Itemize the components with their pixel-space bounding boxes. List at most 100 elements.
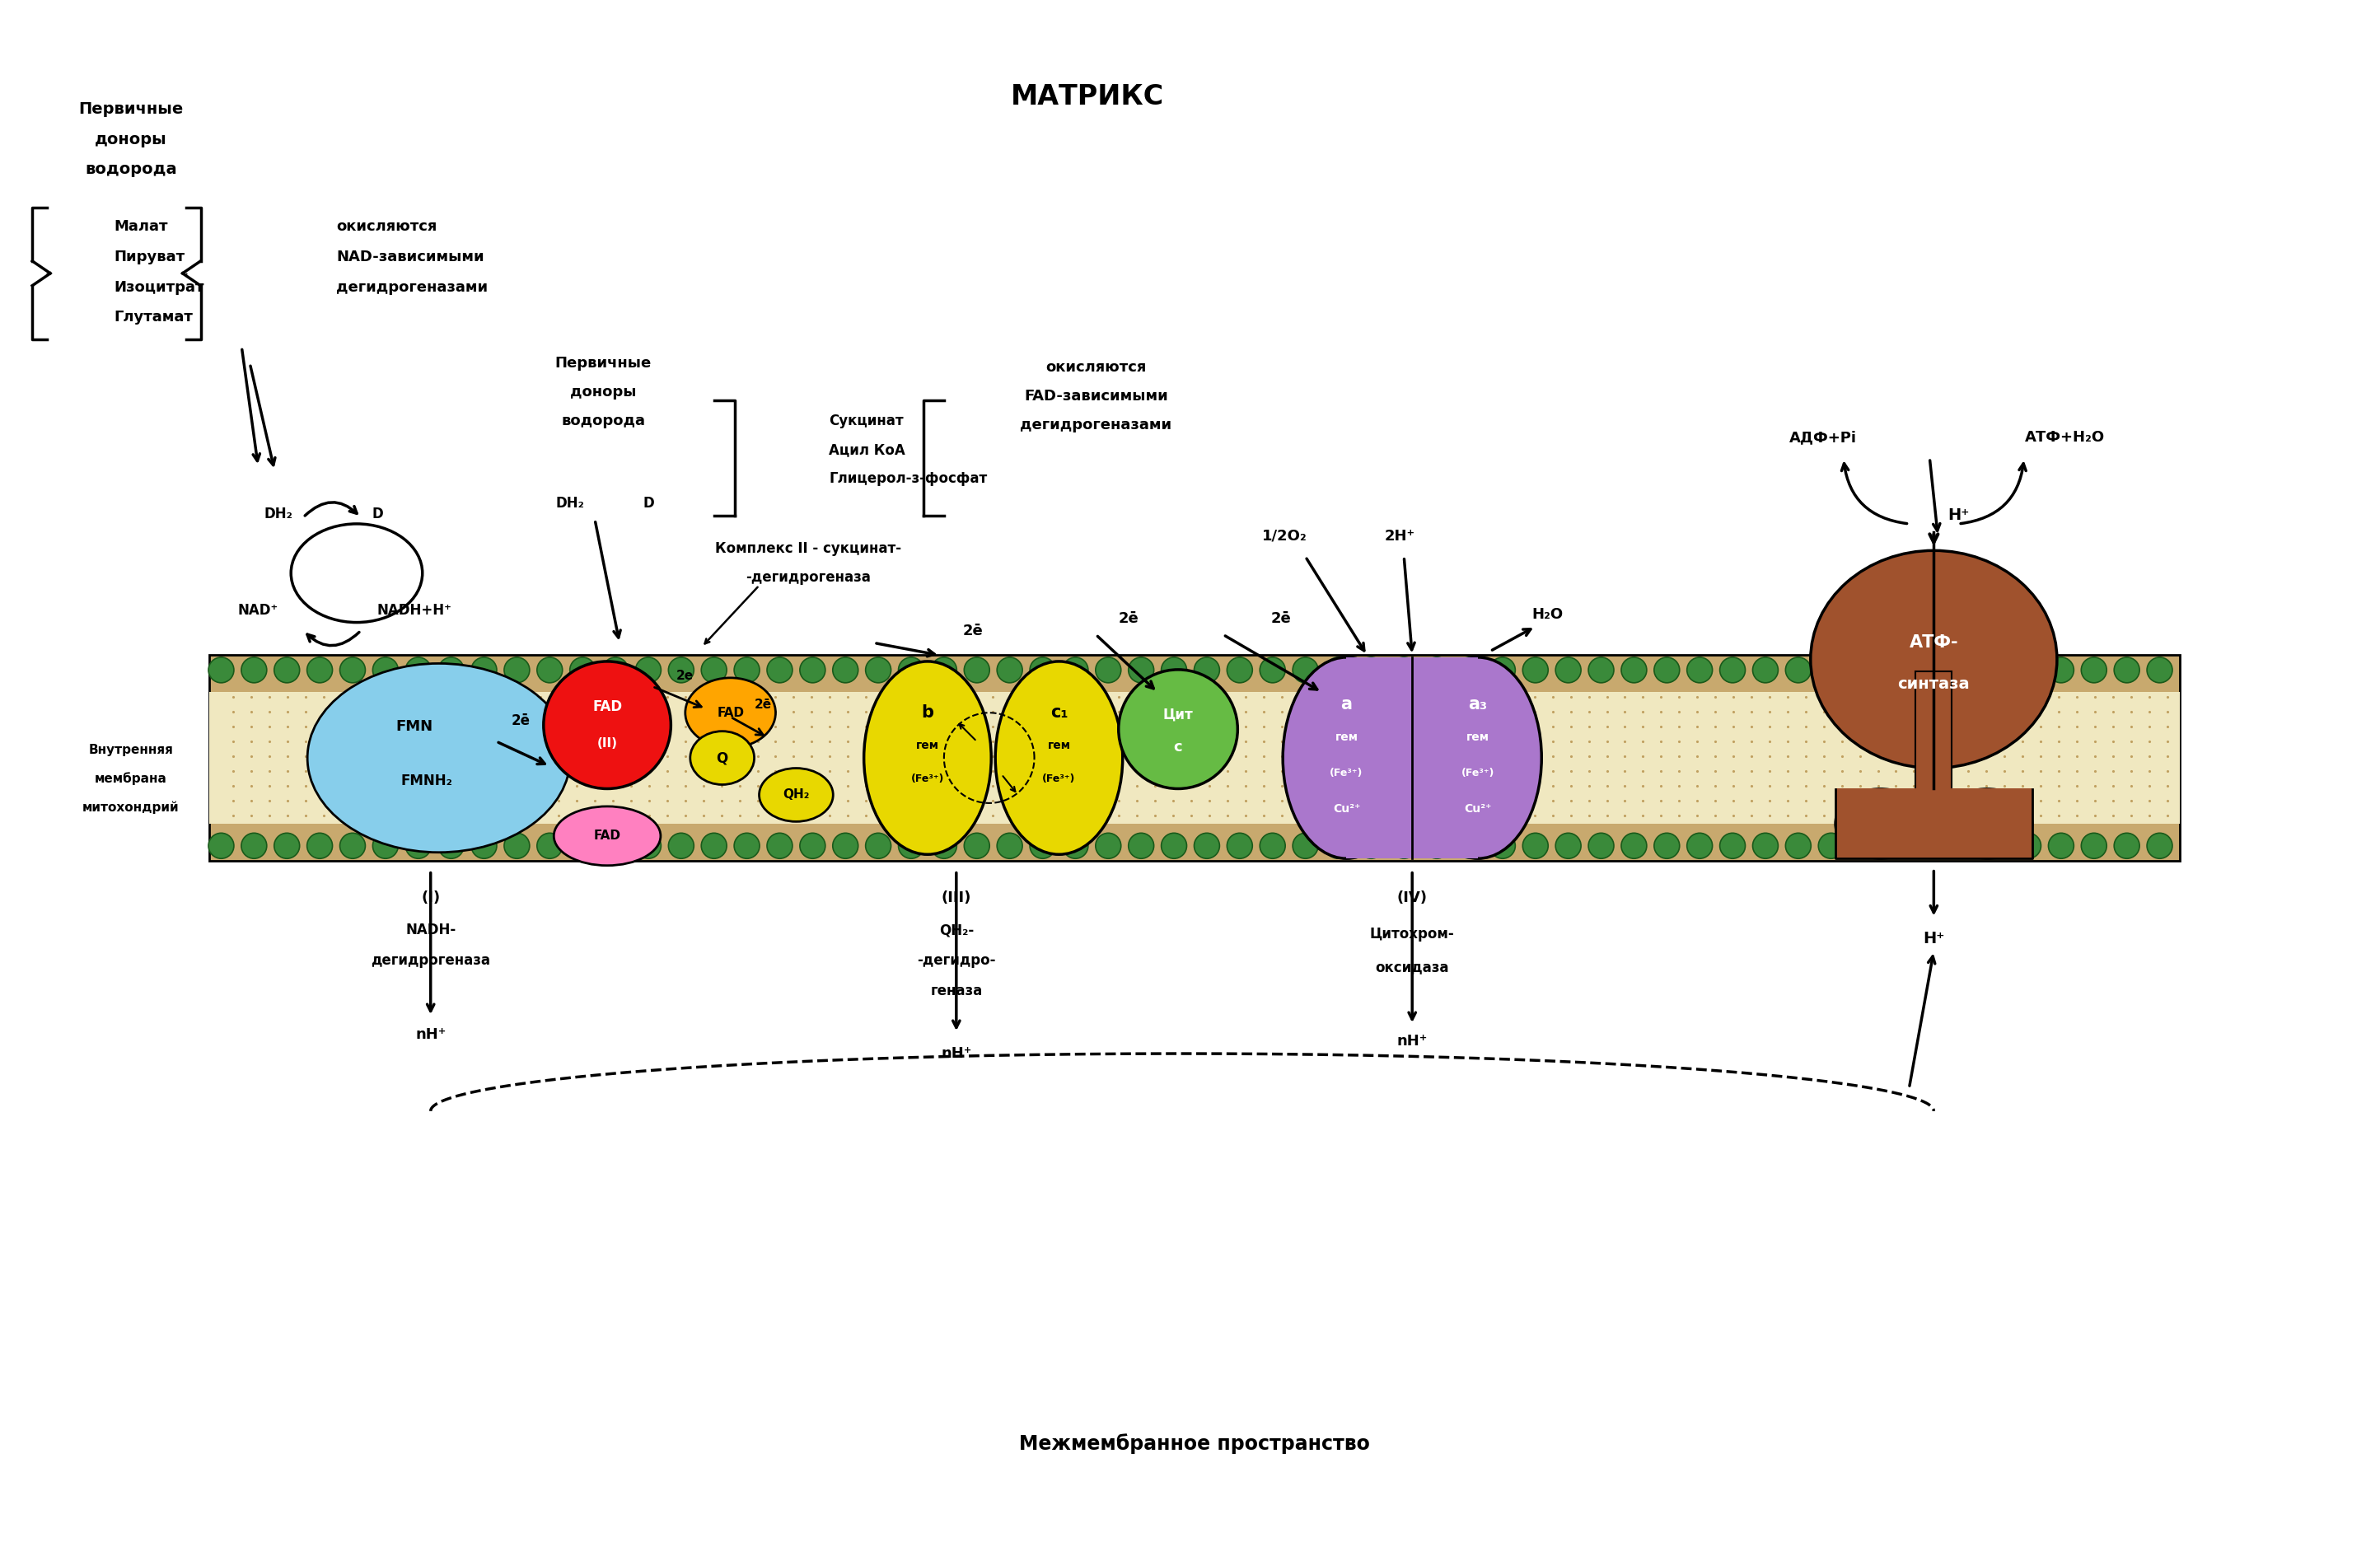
Circle shape	[538, 657, 562, 682]
Ellipse shape	[290, 524, 421, 623]
Circle shape	[438, 657, 464, 682]
Circle shape	[2080, 657, 2106, 682]
Circle shape	[1161, 834, 1188, 859]
Circle shape	[505, 657, 531, 682]
Circle shape	[866, 834, 890, 859]
Text: (IV): (IV)	[1397, 890, 1428, 905]
Text: FAD-зависимыми: FAD-зависимыми	[1023, 389, 1169, 404]
Circle shape	[2147, 834, 2173, 859]
Text: QH₂-: QH₂-	[938, 923, 973, 938]
Circle shape	[733, 834, 759, 859]
Circle shape	[1721, 657, 1745, 682]
Circle shape	[2016, 657, 2042, 682]
Circle shape	[1752, 657, 1778, 682]
Text: QH₂: QH₂	[783, 788, 809, 801]
Text: Цит: Цит	[1164, 707, 1192, 721]
Text: a₃: a₃	[1468, 696, 1488, 713]
Circle shape	[209, 834, 233, 859]
Ellipse shape	[1942, 788, 2033, 859]
Text: -дегидро-: -дегидро-	[916, 954, 995, 968]
Circle shape	[1490, 834, 1516, 859]
Text: гем: гем	[1047, 740, 1071, 751]
Text: 2e: 2e	[676, 670, 695, 682]
Circle shape	[635, 657, 662, 682]
Circle shape	[471, 834, 497, 859]
Circle shape	[1557, 834, 1580, 859]
Text: D: D	[643, 496, 655, 510]
Text: NAD-зависимыми: NAD-зависимыми	[336, 250, 483, 264]
Text: Глицерол-з-фосфат: Глицерол-з-фосфат	[828, 471, 988, 485]
Text: водорода: водорода	[86, 161, 176, 176]
Circle shape	[602, 657, 628, 682]
Circle shape	[1031, 657, 1054, 682]
Circle shape	[1064, 657, 1088, 682]
Text: оксидаза: оксидаза	[1376, 960, 1449, 974]
Circle shape	[766, 834, 793, 859]
Circle shape	[2080, 834, 2106, 859]
Circle shape	[1457, 657, 1483, 682]
Circle shape	[274, 834, 300, 859]
Circle shape	[1621, 657, 1647, 682]
Text: АДФ+Pi: АДФ+Pi	[1790, 431, 1856, 445]
Text: Сукцинат: Сукцинат	[828, 414, 904, 429]
Circle shape	[1490, 657, 1516, 682]
Text: Глутамат: Глутамат	[114, 309, 193, 325]
Circle shape	[405, 657, 431, 682]
Circle shape	[471, 657, 497, 682]
Circle shape	[209, 657, 233, 682]
Text: окисляются: окисляются	[1045, 361, 1147, 375]
Text: FAD: FAD	[593, 699, 621, 715]
Circle shape	[997, 657, 1023, 682]
Text: Внутренняя: Внутренняя	[88, 743, 174, 756]
Circle shape	[569, 834, 595, 859]
Text: D: D	[371, 507, 383, 521]
Text: водорода: водорода	[562, 414, 645, 429]
Circle shape	[1949, 657, 1975, 682]
Circle shape	[833, 834, 859, 859]
Circle shape	[405, 834, 431, 859]
Text: Cu²⁺: Cu²⁺	[1464, 802, 1492, 815]
Text: Малат: Малат	[114, 219, 169, 234]
Ellipse shape	[1811, 551, 2056, 768]
Text: гем: гем	[1335, 732, 1359, 743]
Circle shape	[733, 657, 759, 682]
Circle shape	[1916, 657, 1942, 682]
Text: 2ē: 2ē	[1119, 610, 1140, 626]
Text: FMN: FMN	[395, 720, 433, 734]
Circle shape	[1687, 834, 1711, 859]
Circle shape	[1195, 834, 1219, 859]
Circle shape	[1292, 834, 1319, 859]
Circle shape	[669, 657, 695, 682]
Circle shape	[1916, 834, 1942, 859]
Circle shape	[1818, 657, 1844, 682]
Circle shape	[1687, 657, 1711, 682]
Circle shape	[1031, 834, 1054, 859]
Circle shape	[1818, 834, 1844, 859]
Text: FMNH₂: FMNH₂	[400, 774, 452, 788]
Circle shape	[1785, 657, 1811, 682]
Circle shape	[1095, 834, 1121, 859]
Circle shape	[438, 834, 464, 859]
Text: nН⁺: nН⁺	[414, 1027, 445, 1043]
Circle shape	[1392, 657, 1416, 682]
Circle shape	[2113, 657, 2140, 682]
Circle shape	[569, 657, 595, 682]
Circle shape	[2049, 834, 2073, 859]
Circle shape	[833, 657, 859, 682]
Text: АТФ-: АТФ-	[1909, 635, 1959, 651]
Circle shape	[1523, 834, 1547, 859]
Text: 2ē: 2ē	[1271, 610, 1290, 626]
Circle shape	[897, 657, 923, 682]
Text: мембрана: мембрана	[95, 773, 167, 785]
Circle shape	[866, 657, 890, 682]
Circle shape	[240, 834, 267, 859]
Text: FAD: FAD	[593, 830, 621, 841]
Text: -дегидрогеназа: -дегидрогеназа	[745, 570, 871, 585]
Text: 2ē: 2ē	[962, 623, 983, 638]
Text: 2ē: 2ē	[754, 698, 771, 710]
Ellipse shape	[1414, 657, 1542, 859]
Text: Цитохром-: Цитохром-	[1371, 927, 1454, 941]
Text: Первичные: Первичные	[79, 101, 183, 117]
Text: синтаза: синтаза	[1897, 676, 1971, 692]
Text: nН⁺: nН⁺	[940, 1046, 971, 1061]
